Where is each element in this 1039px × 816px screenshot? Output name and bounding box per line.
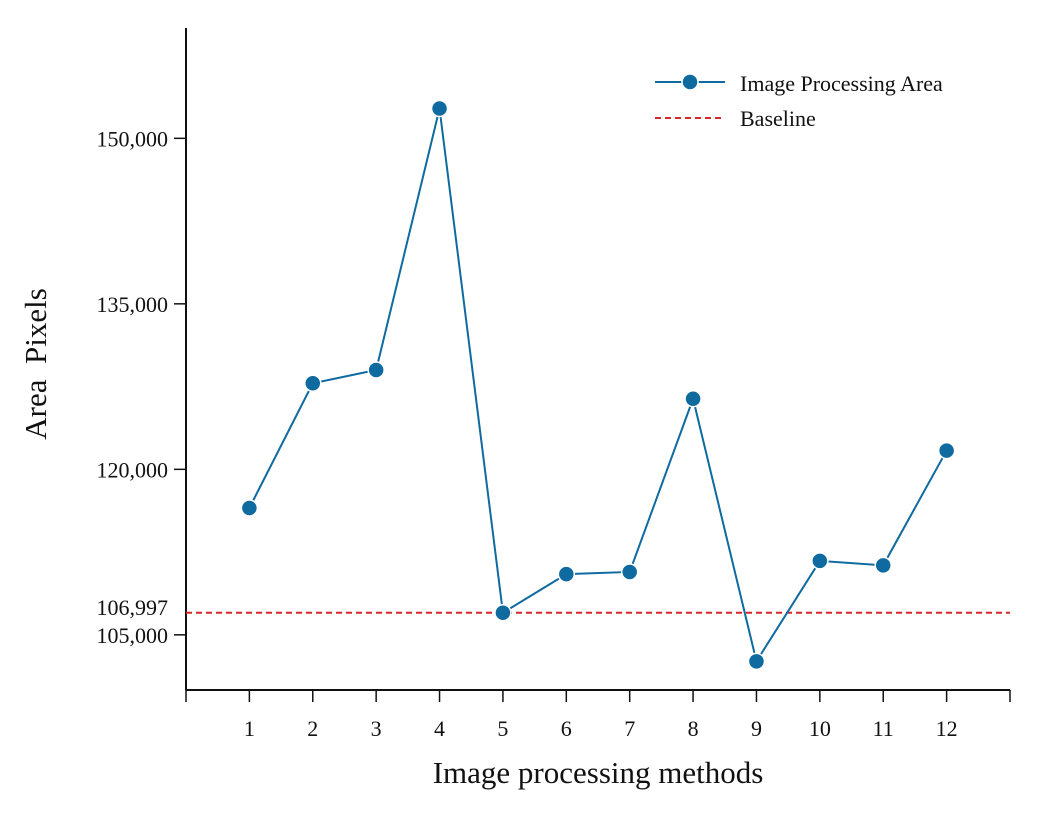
data-point [430,99,449,118]
x-tick-label: 11 [873,716,894,741]
y-ticks: 105,000 120,000 135,000 150,000 106,997 [97,126,186,648]
y-tick-label: 120,000 [97,457,169,482]
legend-baseline-label: Baseline [740,106,816,131]
x-tick-label: 10 [809,716,831,741]
x-tick-label: 7 [624,716,635,741]
x-tick-label: 8 [688,716,699,741]
y-tick-label: 135,000 [97,292,169,317]
x-tick-label: 1 [244,716,255,741]
series-line [248,108,948,664]
y-tick-label: 150,000 [97,126,169,151]
data-point [747,652,766,671]
x-tick-label: 12 [936,716,958,741]
x-tick-label: 2 [307,716,318,741]
x-tick-label: 3 [371,716,382,741]
x-tick-label: 5 [497,716,508,741]
x-ticks: 1 2 3 4 5 6 7 8 9 10 11 12 [185,690,1011,741]
data-point [874,556,892,575]
data-point [937,441,956,460]
data-point [620,563,639,581]
data-point [684,389,702,408]
data-point [557,565,576,583]
legend-series-label: Image Processing Area [740,71,943,96]
x-tick-label: 6 [561,716,572,741]
data-point [494,604,512,622]
legend-series-marker [681,73,699,91]
x-tick-label: 4 [434,716,445,741]
data-point [367,361,385,379]
data-point [811,552,829,570]
x-axis-title: Image processing methods [433,755,764,790]
axes [185,28,1010,691]
data-point [304,374,322,393]
data-points [240,99,956,671]
x-tick-label: 9 [751,716,762,741]
legend: Image Processing Area Baseline [655,71,943,131]
y-tick-label: 105,000 [97,623,169,648]
baseline-tick-label: 106,997 [97,595,169,620]
data-point [240,499,259,517]
y-axis-title: Area Pixels [18,288,53,440]
